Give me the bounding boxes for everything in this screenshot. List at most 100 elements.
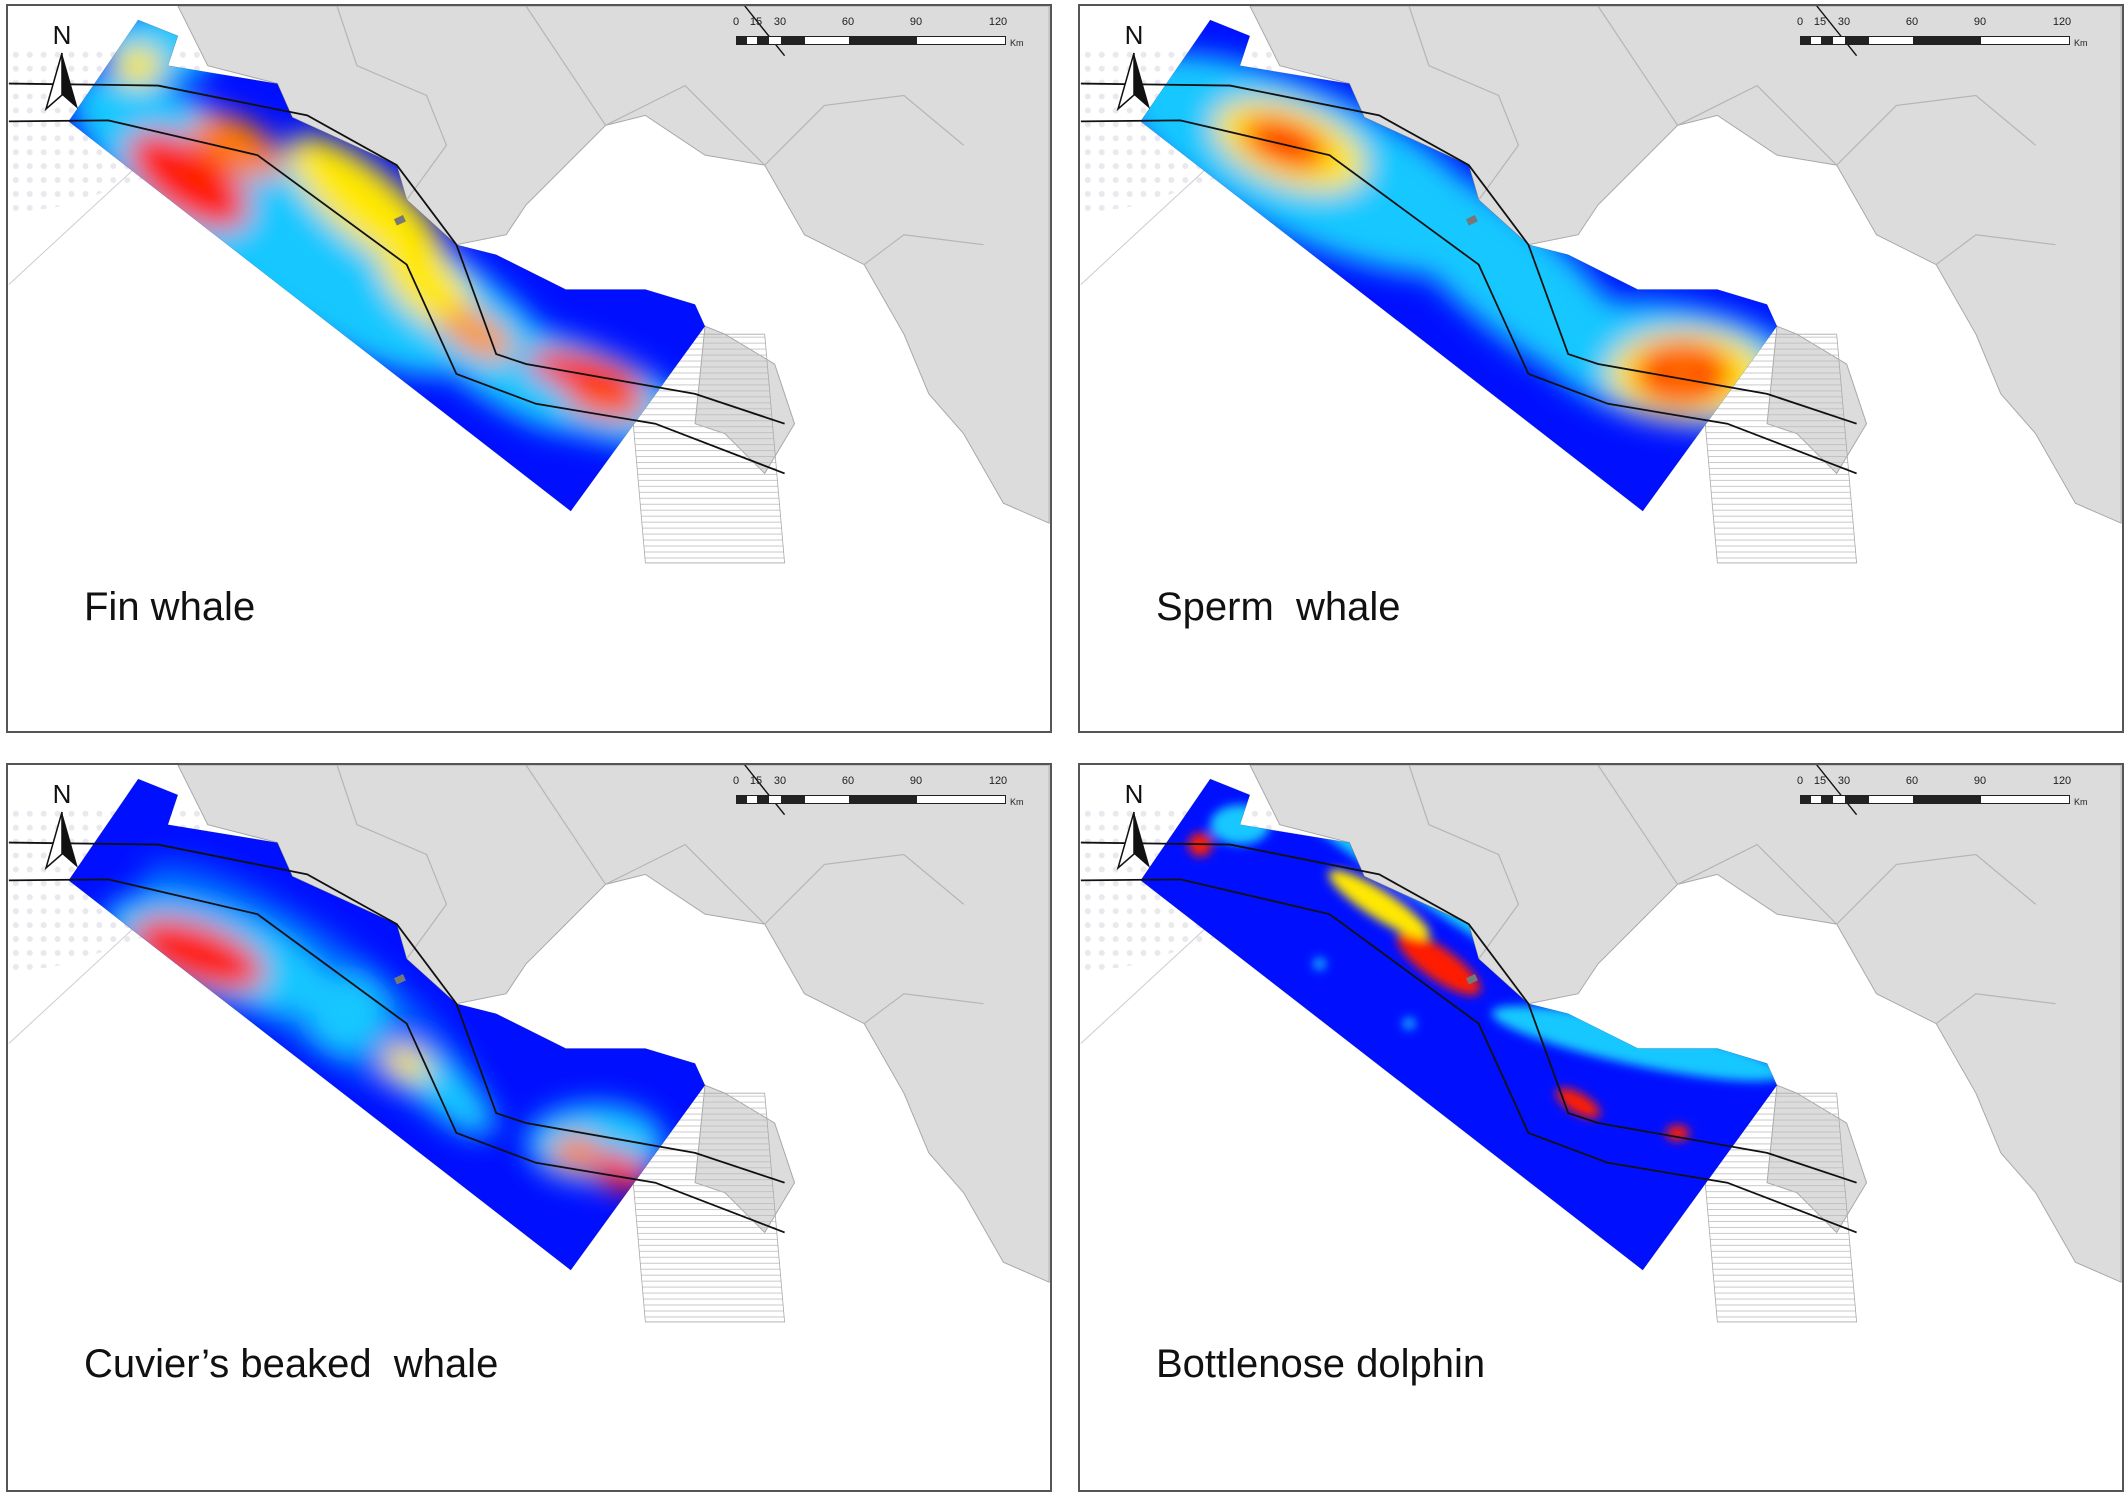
scale-tick-label: 60 xyxy=(841,16,855,28)
region-border xyxy=(1836,94,2036,166)
scale-tick-label: 15 xyxy=(1813,775,1827,787)
scale-tick-label: 30 xyxy=(1837,16,1851,28)
scale-tick-label: 15 xyxy=(749,775,763,787)
north-arrow-icon: N xyxy=(42,20,82,116)
hatched-zone xyxy=(625,1092,786,1323)
scale-tick-label: 120 xyxy=(2052,16,2072,28)
scale-tick-label: 0 xyxy=(1796,16,1804,28)
study-area-outline xyxy=(68,778,706,1271)
boundary-line xyxy=(1816,6,1858,57)
boundary-line xyxy=(1816,765,1858,816)
scale-tick-label: 90 xyxy=(909,16,923,28)
scale-tick-label: 30 xyxy=(1837,775,1851,787)
species-label: Cuvier’s beaked whale xyxy=(84,1342,499,1386)
density-blob xyxy=(127,130,249,230)
scale-tick-label: 120 xyxy=(988,16,1008,28)
scale-tick-label: 0 xyxy=(732,16,740,28)
region-border xyxy=(1408,765,1520,960)
map-panel-fin-whale: N 0 15 30 60 90 120 Km Fin whale xyxy=(6,4,1052,733)
north-arrow-icon: N xyxy=(1114,20,1154,116)
scale-tick-label: 90 xyxy=(909,775,923,787)
scale-tick-label: 120 xyxy=(988,775,1008,787)
scale-tick-label: 15 xyxy=(749,16,763,28)
density-layer xyxy=(1140,19,1778,512)
grid-line xyxy=(8,923,139,1044)
region-border xyxy=(863,993,984,1025)
site-marker xyxy=(1465,974,1478,985)
boundary-line xyxy=(744,765,786,816)
north-arrow-icon: N xyxy=(1114,779,1154,875)
region-border xyxy=(863,234,984,266)
scale-tick-label: 0 xyxy=(732,775,740,787)
cuviers-beaked-whale-density-map xyxy=(8,765,1050,1323)
scale-segment xyxy=(757,37,769,44)
scale-segment xyxy=(1821,796,1833,803)
density-blob xyxy=(1397,932,1481,996)
region-border xyxy=(1836,853,2036,925)
density-blob xyxy=(192,112,283,179)
region-border xyxy=(764,853,964,925)
boundary-line xyxy=(744,6,786,57)
scale-segment xyxy=(781,37,805,44)
scale-bar: 0 15 30 60 90 120 Km xyxy=(1796,16,2088,48)
density-blob xyxy=(1665,1125,1690,1141)
scale-tick-label: 60 xyxy=(841,775,855,787)
grid-line xyxy=(1080,923,1211,1044)
density-layer xyxy=(68,19,706,512)
species-label: Bottlenose dolphin xyxy=(1156,1342,1486,1386)
density-blob xyxy=(1403,1017,1416,1030)
map-panel-bottlenose-dolphin: N 0 15 30 60 90 120 Km Bottlenose dolphin xyxy=(1078,763,2124,1492)
scale-segment xyxy=(737,796,747,803)
density-background xyxy=(1140,778,1778,1271)
boundary-line xyxy=(8,119,785,475)
density-blob xyxy=(131,917,265,991)
scale-segment xyxy=(1821,37,1833,44)
scale-segment xyxy=(737,37,747,44)
density-blob xyxy=(1313,957,1326,970)
scale-segment xyxy=(1913,796,1981,803)
hatched-zone xyxy=(1697,333,1858,564)
boundary-line xyxy=(8,878,785,1234)
density-blob xyxy=(113,45,164,86)
density-blob xyxy=(1556,1088,1601,1119)
density-blob xyxy=(1242,117,1328,169)
region-border xyxy=(525,6,607,126)
region-border xyxy=(1935,234,2056,266)
region-border xyxy=(1597,765,1679,885)
boundary-line xyxy=(1080,878,1857,1234)
study-area-outline xyxy=(1140,19,1778,512)
region-border xyxy=(1408,6,1520,201)
boundary-line xyxy=(1080,119,1857,475)
scale-segment xyxy=(1913,37,1981,44)
north-arrow-icon: N xyxy=(42,779,82,875)
map-panel-sperm-whale: N 0 15 30 60 90 120 Km Sperm whale xyxy=(1078,4,2124,733)
scale-tick-label: 60 xyxy=(1905,775,1919,787)
scale-tick-label: 0 xyxy=(1796,775,1804,787)
scale-tick-label: 60 xyxy=(1905,16,1919,28)
boundary-line xyxy=(8,841,785,1184)
species-label: Fin whale xyxy=(84,585,256,629)
scale-tick-label: 30 xyxy=(773,16,787,28)
scale-tick-label: 90 xyxy=(1973,16,1987,28)
region-border xyxy=(764,94,964,166)
scale-segment xyxy=(849,796,917,803)
scale-bar: 0 15 30 60 90 120 Km xyxy=(732,16,1024,48)
region-border xyxy=(336,765,448,960)
scale-tick-label: 120 xyxy=(2052,775,2072,787)
hatched-zone xyxy=(625,333,786,564)
sperm-whale-density-map xyxy=(1080,6,2122,564)
species-label: Sperm whale xyxy=(1156,585,1401,629)
density-blob xyxy=(1328,869,1430,939)
scale-tick-label: 30 xyxy=(773,775,787,787)
region-border xyxy=(1677,84,1838,166)
scale-tick-label: 90 xyxy=(1973,775,1987,787)
boundary-line xyxy=(1080,841,1857,1184)
scale-segment xyxy=(757,796,769,803)
region-border xyxy=(605,84,766,166)
density-layer xyxy=(68,778,706,1271)
scale-bar: 0 15 30 60 90 120 Km xyxy=(1796,775,2088,807)
grid-line xyxy=(8,164,139,285)
density-blob xyxy=(1664,360,1701,388)
density-blob xyxy=(383,1045,430,1082)
study-area-outline xyxy=(1140,778,1778,1271)
